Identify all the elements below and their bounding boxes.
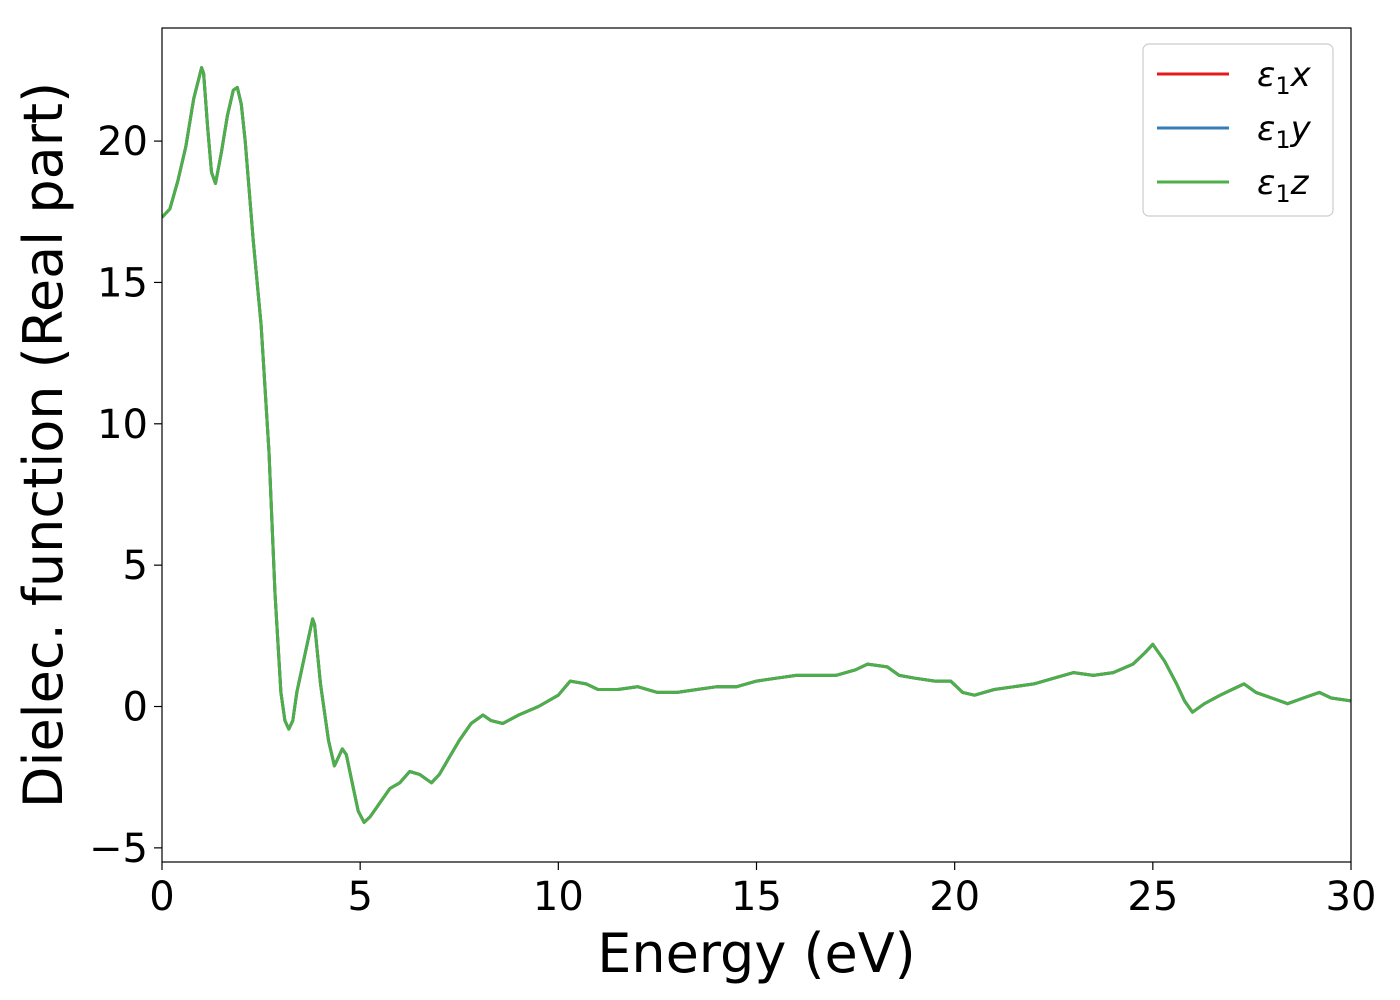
legend-axis: z <box>1290 163 1310 203</box>
x-tick-label: 20 <box>929 874 980 920</box>
legend-subscript: 1 <box>1275 126 1290 154</box>
y-axis: −5 0 5 10 15 20 <box>89 119 162 872</box>
y-tick-label: 20 <box>97 119 148 165</box>
x-tick-label: 15 <box>731 874 782 920</box>
legend-symbol: ε <box>1257 109 1275 149</box>
legend-subscript: 1 <box>1275 180 1290 208</box>
x-axis-label: Energy (eV) <box>597 922 916 985</box>
legend-subscript: 1 <box>1275 72 1290 100</box>
x-tick-label: 0 <box>149 874 174 920</box>
legend-axis: x <box>1290 55 1312 95</box>
y-tick-label: 0 <box>123 685 148 731</box>
legend-label: ε1z <box>1257 163 1310 208</box>
y-tick-label: −5 <box>89 826 148 872</box>
x-tick-label: 25 <box>1127 874 1178 920</box>
x-tick-label: 5 <box>347 874 372 920</box>
y-tick-label: 10 <box>97 402 148 448</box>
series-line-2 <box>162 66 1351 824</box>
legend-symbol: ε <box>1257 163 1275 203</box>
y-tick-label: 15 <box>97 260 148 306</box>
legend-label: ε1y <box>1257 109 1312 154</box>
legend-axis: y <box>1290 109 1312 149</box>
x-axis: 0 5 10 15 20 25 30 <box>149 862 1376 920</box>
x-tick-label: 10 <box>533 874 584 920</box>
x-tick-label: 30 <box>1326 874 1377 920</box>
y-axis-label: Dielec. function (Real part) <box>12 82 75 808</box>
y-tick-label: 5 <box>123 543 148 589</box>
legend-box <box>1142 43 1334 217</box>
legend-label: ε1x <box>1257 55 1312 100</box>
legend-symbol: ε <box>1257 55 1275 95</box>
series-layer <box>162 66 1351 824</box>
